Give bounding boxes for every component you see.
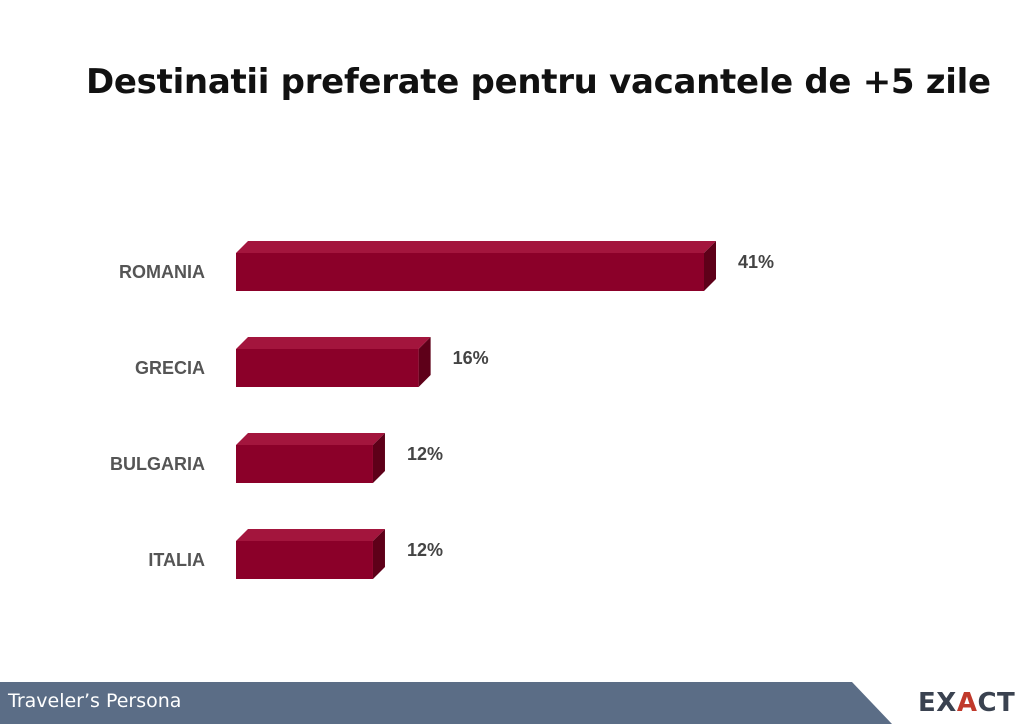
value-label: 41% <box>738 252 774 272</box>
page-title: Destinatii preferate pentru vacantele de… <box>86 62 991 102</box>
bar-top-romania <box>236 241 716 253</box>
logo-part-2: CT <box>977 688 1016 718</box>
bar-bulgaria <box>236 445 373 483</box>
logo-accent: A <box>956 688 978 718</box>
bar-top-bulgaria <box>236 433 385 445</box>
bar-top-grecia <box>236 337 431 349</box>
footer-band <box>0 682 892 724</box>
bar-italia <box>236 541 373 579</box>
value-label: 12% <box>407 540 443 560</box>
value-label: 12% <box>407 444 443 464</box>
bar-side-romania <box>704 241 716 291</box>
category-label: GRECIA <box>135 358 205 378</box>
category-label: ROMANIA <box>119 262 205 282</box>
bar-side-bulgaria <box>372 433 385 483</box>
bars-group: ROMANIA 41% GRECIA 16% BULGARIA 12% ITALIA 12% <box>110 241 774 579</box>
bar-side-italia <box>372 529 385 579</box>
category-label: BULGARIA <box>110 454 205 474</box>
value-label: 16% <box>453 348 489 368</box>
exact-logo: EXACT <box>918 688 1015 718</box>
bar-grecia <box>236 349 419 387</box>
bar-top-italia <box>236 529 385 541</box>
bar-side-grecia <box>418 337 431 387</box>
footer-title: Traveler’s Persona <box>8 690 182 712</box>
logo-part-1: EX <box>918 688 957 718</box>
category-label: ITALIA <box>148 550 205 570</box>
bar-romania <box>236 253 704 291</box>
